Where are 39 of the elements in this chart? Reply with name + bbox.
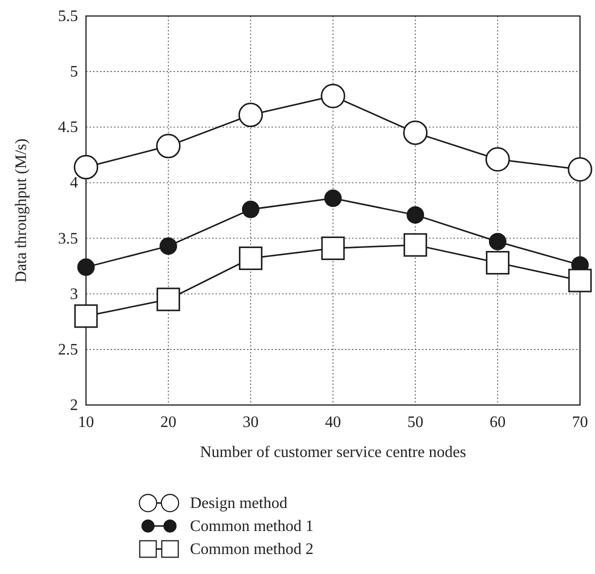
point — [321, 236, 345, 260]
point — [238, 246, 262, 270]
point — [156, 134, 181, 158]
point — [404, 233, 428, 257]
point — [242, 200, 260, 218]
y-tick-label: 3.5 — [58, 230, 78, 248]
y-tick-label: 2.5 — [58, 341, 78, 358]
y-tick-label: 4 — [70, 174, 78, 192]
point — [485, 147, 510, 172]
point — [403, 120, 428, 145]
point — [238, 102, 263, 128]
legend-label: Design method — [190, 495, 288, 512]
x-tick-label: 60 — [490, 414, 506, 431]
point — [568, 157, 592, 182]
y-tick-label: 3 — [70, 286, 78, 303]
point — [406, 206, 424, 224]
point — [568, 268, 592, 292]
y-axis-title: Data throughput (M/s) — [13, 138, 30, 282]
y-tick-label: 5.5 — [58, 8, 78, 25]
y-tick-label: 4.5 — [58, 119, 78, 136]
legend-label: Common method 2 — [190, 541, 314, 558]
point — [160, 237, 178, 255]
point — [74, 304, 98, 328]
x-tick-label: 20 — [160, 414, 176, 431]
legend-label: Common method 1 — [190, 518, 314, 535]
point — [320, 84, 346, 108]
x-tick-label: 40 — [325, 414, 341, 431]
y-tick-label: 2 — [70, 397, 78, 414]
point — [488, 232, 506, 250]
x-tick-label: 30 — [242, 414, 259, 431]
x-axis-title: Number of customer service centre nodes — [200, 444, 466, 461]
x-tick-label: 10 — [78, 414, 94, 431]
point — [324, 190, 342, 208]
x-tick-label: 50 — [407, 414, 424, 431]
point — [486, 250, 510, 274]
point — [156, 288, 180, 312]
y-tick-label: 5 — [70, 64, 78, 81]
point — [77, 258, 95, 276]
x-tick-label: 70 — [572, 414, 588, 431]
